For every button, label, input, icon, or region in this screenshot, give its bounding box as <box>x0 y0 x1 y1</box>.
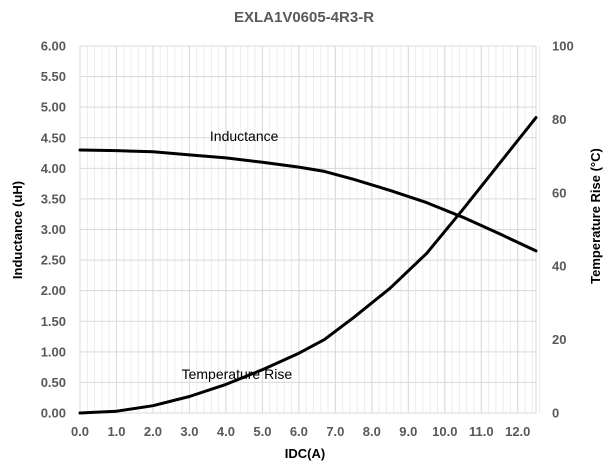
temperature-rise-series-line <box>78 116 538 415</box>
y-left-tick-label: 5.50 <box>41 69 66 84</box>
x-tick-label: 2.0 <box>144 424 162 439</box>
x-tick-label: 3.0 <box>180 424 198 439</box>
grid <box>79 45 541 414</box>
annotations: Inductance Temperature Rise <box>182 128 293 382</box>
y-right-tick-label: 80 <box>552 112 566 127</box>
y-right-tick-label: 60 <box>552 185 566 200</box>
annotation-label: Temperature Rise <box>182 366 293 382</box>
x-tick-label: 10.0 <box>432 424 457 439</box>
y-left-tick-label: 2.00 <box>41 283 66 298</box>
x-tick-label: 0.0 <box>71 424 89 439</box>
x-tick-label: 11.0 <box>469 424 494 439</box>
y-left-tick-label: 6.00 <box>41 39 66 54</box>
y-axis-left-label: Inductance (uH) <box>10 181 25 279</box>
y-left-tick-label: 0.50 <box>41 375 66 390</box>
y-left-tick-label: 4.50 <box>41 130 66 145</box>
x-tick-label: 1.0 <box>107 424 125 439</box>
y-axis-right-label: Temperature Rise (°C) <box>588 148 603 284</box>
y-left-tick-label: 2.50 <box>41 253 66 268</box>
y-right-tick-label: 40 <box>552 259 566 274</box>
y-right-tick-label: 0 <box>552 406 559 421</box>
x-axis-label: IDC(A) <box>285 446 325 461</box>
y-left-tick-label: 4.00 <box>41 161 66 176</box>
chart-title: EXLA1V0605-4R3-R <box>234 9 374 26</box>
tick-labels: 0.0 1.0 2.0 3.0 4.0 5.0 6.0 7.0 8.0 9.0 10.0 11.0 12… <box>41 39 574 440</box>
x-tick-label: 5.0 <box>253 424 271 439</box>
y-right-tick-label: 20 <box>552 332 566 347</box>
y-left-tick-label: 5.00 <box>41 100 66 115</box>
plot-area <box>78 116 538 415</box>
y-left-tick-label: 1.00 <box>41 344 66 359</box>
y-left-tick-label: 1.50 <box>41 314 66 329</box>
x-tick-label: 4.0 <box>217 424 235 439</box>
x-tick-label: 7.0 <box>326 424 344 439</box>
annotation-label: Inductance <box>210 128 279 144</box>
x-tick-label: 9.0 <box>399 424 417 439</box>
x-tick-label: 6.0 <box>290 424 308 439</box>
x-tick-label: 8.0 <box>363 424 381 439</box>
x-tick-label: 12.0 <box>505 424 530 439</box>
y-left-tick-label: 3.50 <box>41 191 66 206</box>
y-left-tick-label: 0.00 <box>41 406 66 421</box>
y-right-tick-label: 100 <box>552 39 574 54</box>
y-left-tick-label: 3.00 <box>41 222 66 237</box>
inductance-series-line <box>78 148 538 253</box>
